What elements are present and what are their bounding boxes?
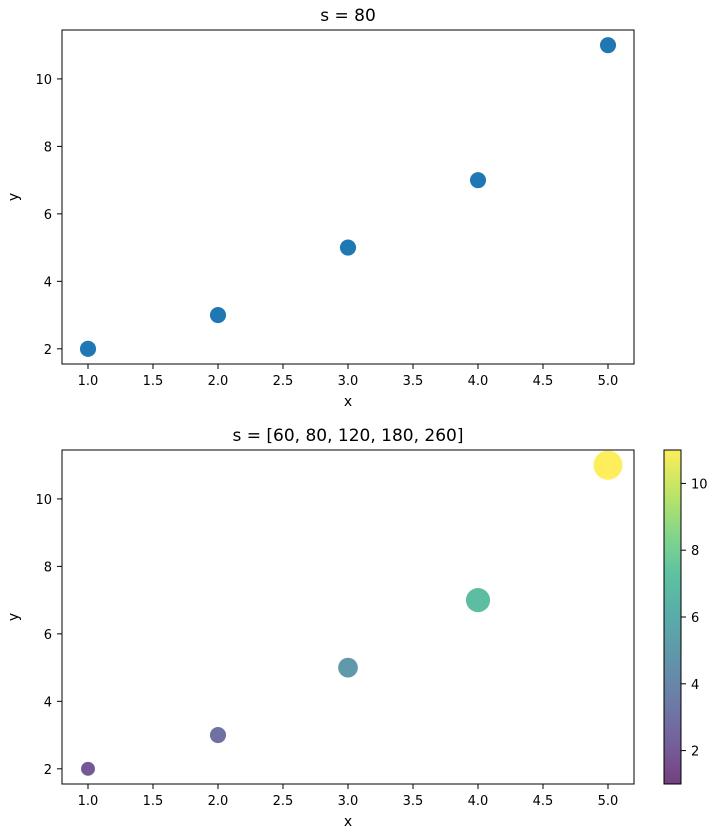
x-tick-label: 1.0 (78, 794, 99, 809)
y-tick-label: 4 (44, 695, 52, 710)
y-tick-label: 2 (44, 763, 52, 778)
y-tick-label: 2 (44, 343, 52, 358)
y-tick-label: 10 (35, 493, 52, 508)
x-tick-label: 2.0 (208, 794, 229, 809)
x-axis-label: x (344, 394, 352, 410)
x-tick-label: 4.5 (533, 794, 554, 809)
data-point (81, 761, 95, 776)
data-point (593, 450, 623, 480)
y-axis-label: y (6, 193, 22, 201)
axes-frame (61, 449, 635, 785)
colorbar-tick-label: 2 (691, 745, 699, 760)
data-point (209, 307, 227, 324)
data-point (338, 657, 358, 678)
x-tick-label: 1.5 (143, 794, 164, 809)
chart-title: s = [60, 80, 120, 180, 260] (232, 426, 463, 446)
data-point (79, 340, 97, 357)
colorbar-tick-label: 4 (691, 678, 699, 693)
x-tick-label: 2.0 (208, 374, 229, 389)
chart-1: s = 80 1.0 1.5 2.0 2.5 3.0 3.5 4.0 4.5 5.0 2 4 6 8 10 x… (6, 6, 635, 410)
axes-frame (61, 29, 635, 365)
colorbar-tick-label: 6 (691, 611, 699, 626)
x-tick-label: 3.5 (403, 374, 424, 389)
y-tick-label: 6 (44, 208, 52, 223)
x-tick-label: 5.0 (598, 374, 619, 389)
data-point (209, 727, 227, 744)
x-tick-label: 3.0 (338, 794, 359, 809)
x-tick-label: 5.0 (598, 794, 619, 809)
data-point (465, 588, 491, 613)
x-axis-label: x (344, 814, 352, 830)
data-point (339, 239, 357, 256)
y-axis-label: y (6, 613, 22, 621)
data-point (599, 37, 617, 54)
chart-2: s = [60, 80, 120, 180, 260] 1.0 1.5 2.0 2.5 3… (6, 426, 708, 830)
colorbar-fill (664, 450, 681, 784)
y-tick-label: 4 (44, 275, 52, 290)
y-tick-label: 10 (35, 73, 52, 88)
x-tick-label: 3.0 (338, 374, 359, 389)
x-tick-label: 1.5 (143, 374, 164, 389)
y-tick-label: 8 (44, 140, 52, 155)
x-tick-label: 2.5 (273, 374, 294, 389)
y-tick-label: 6 (44, 628, 52, 643)
y-tick-label: 8 (44, 560, 52, 575)
chart-title: s = 80 (320, 6, 376, 26)
x-tick-label: 4.0 (468, 374, 489, 389)
x-tick-label: 1.0 (78, 374, 99, 389)
x-tick-label: 2.5 (273, 794, 294, 809)
colorbar-tick-label: 8 (691, 544, 699, 559)
x-tick-label: 3.5 (403, 794, 424, 809)
colorbar: 2 4 6 8 10 (663, 449, 708, 785)
x-tick-label: 4.0 (468, 794, 489, 809)
x-tick-label: 4.5 (533, 374, 554, 389)
colorbar-tick-label: 10 (691, 477, 708, 492)
data-point (469, 172, 487, 189)
